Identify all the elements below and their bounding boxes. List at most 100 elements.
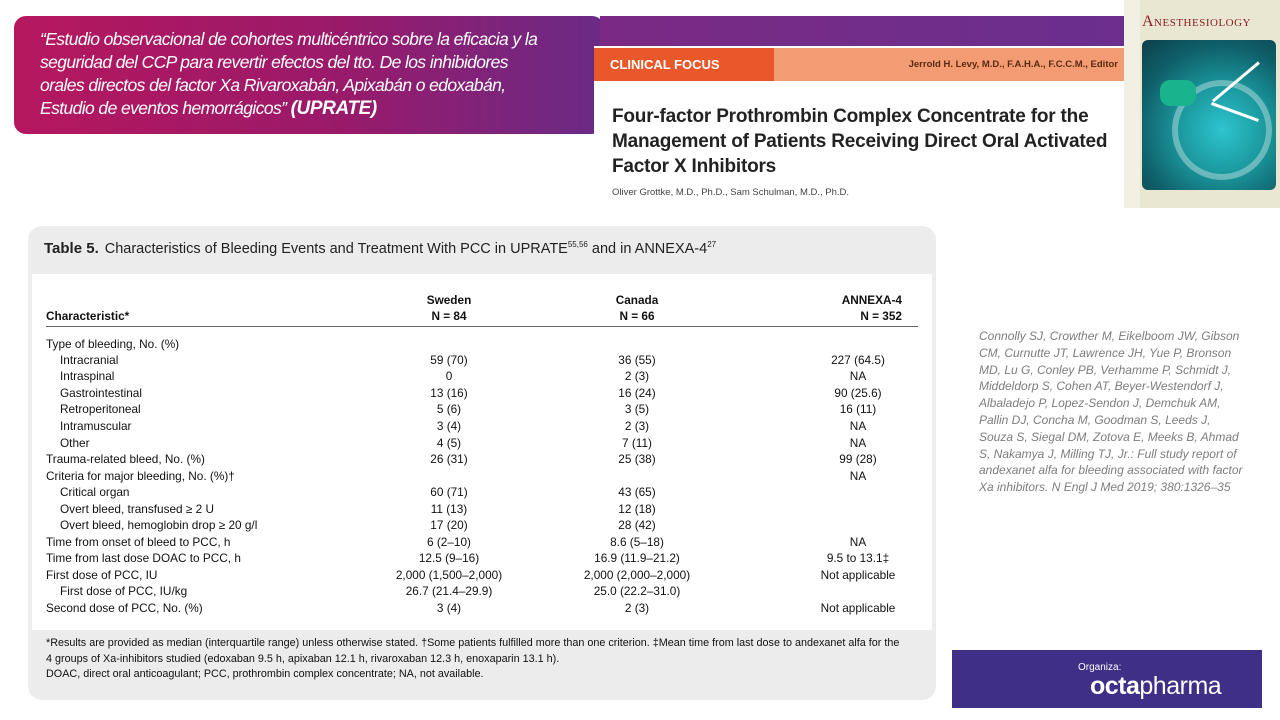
banner-line-3: orales directos del factor Xa Rivaroxabá… xyxy=(40,75,506,95)
header-canada-name: Canada xyxy=(615,292,659,307)
table-footnotes: *Results are provided as median (interqu… xyxy=(46,636,926,683)
header-annexa-n: N = 352 xyxy=(860,308,902,323)
table-row: Second dose of PCC, No. (%) 3 (4) 2 (3) Not… xyxy=(46,600,918,617)
cell-sweden: 3 (4) xyxy=(436,418,462,433)
caption-ref-2: 27 xyxy=(707,240,717,250)
cell-annexa: NA xyxy=(849,418,867,433)
table-row: Critical organ 60 (71) 43 (65) xyxy=(46,484,918,501)
header-characteristic: Characteristic* xyxy=(46,282,376,327)
cover-ring xyxy=(1172,80,1272,180)
table-row: Other 4 (5) 7 (11) NA xyxy=(46,435,918,452)
table-caption: Table 5. Characteristics of Bleeding Even… xyxy=(44,240,716,257)
cell-canada: 2,000 (2,000–2,000) xyxy=(583,567,691,582)
table-row: Gastrointestinal 13 (16) 16 (24) 90 (25.6) xyxy=(46,385,918,402)
cell-annexa: Not applicable xyxy=(820,567,896,582)
cell-sweden: 5 (6) xyxy=(436,402,462,417)
octapharma-logo: octapharma xyxy=(1090,672,1222,701)
journal-cover: Anesthesiology xyxy=(1124,0,1280,208)
cell-sweden: 4 (5) xyxy=(436,435,462,450)
row-label: Time from last dose DOAC to PCC, h xyxy=(46,551,241,566)
row-label: Overt bleed, hemoglobin drop ≥ 20 g/l xyxy=(60,518,258,533)
cell-sweden: 17 (20) xyxy=(430,518,468,533)
table-label: Table 5. xyxy=(44,240,99,257)
row-label: Retroperitoneal xyxy=(60,402,141,417)
cell-canada: 12 (18) xyxy=(618,501,656,516)
cell-annexa xyxy=(752,484,918,501)
logo-bold: octa xyxy=(1090,672,1140,700)
article-authors: Oliver Grottke, M.D., Ph.D., Sam Schulma… xyxy=(612,187,850,198)
banner-line-4-text: Estudio de eventos hemorrágicos” xyxy=(40,98,287,118)
sponsor-badge: Organiza: octapharma xyxy=(952,650,1262,708)
row-label: Other xyxy=(60,435,90,450)
table-row: Type of bleeding, No. (%) xyxy=(46,326,918,352)
cell-canada xyxy=(522,326,752,352)
cell-annexa xyxy=(752,584,918,601)
title-banner: “Estudio observacional de cohortes multi… xyxy=(14,16,604,134)
cell-canada: 36 (55) xyxy=(618,352,656,367)
table-row: Criteria for major bleeding, No. (%)† NA xyxy=(46,468,918,485)
cell-canada: 25 (38) xyxy=(618,452,656,467)
cell-canada: 3 (5) xyxy=(624,402,650,417)
row-label: Criteria for major bleeding, No. (%)† xyxy=(46,468,235,483)
cell-sweden xyxy=(376,326,522,352)
cell-sweden: 0 xyxy=(445,369,453,384)
cell-canada: 8.6 (5–18) xyxy=(610,534,664,549)
cover-illustration xyxy=(1142,40,1276,190)
cell-sweden: 2,000 (1,500–2,000) xyxy=(395,567,503,582)
table-row: Time from last dose DOAC to PCC, h 12.5 (… xyxy=(46,551,918,568)
cell-canada: 2 (3) xyxy=(624,369,650,384)
cell-canada: 28 (42) xyxy=(618,518,656,533)
cell-canada: 16 (24) xyxy=(618,385,656,400)
section-bar: CLINICAL FOCUS REVIEW Jerrold H. Levy, M… xyxy=(594,48,1124,105)
sponsor-label: Organiza: xyxy=(1078,662,1122,673)
cell-annexa: 16 (11) xyxy=(839,402,877,417)
table-row: First dose of PCC, IU 2,000 (1,500–2,000)… xyxy=(46,567,918,584)
cell-canada: 43 (65) xyxy=(618,485,656,500)
row-label: Intracranial xyxy=(60,352,119,367)
cell-sweden: 26.7 (21.4–29.9) xyxy=(405,584,493,599)
cell-canada: 16.9 (11.9–21.2) xyxy=(594,551,680,566)
caption-ref-1: 55,56 xyxy=(567,240,588,250)
cell-sweden: 13 (16) xyxy=(430,385,468,400)
header-sweden-n: N = 84 xyxy=(431,308,467,323)
cell-annexa: NA xyxy=(849,468,867,483)
cover-molecule xyxy=(1160,80,1196,106)
section-tag: CLINICAL FOCUS REVIEW xyxy=(594,48,774,105)
article-title: Four-factor Prothrombin Complex Concentr… xyxy=(612,106,1108,177)
caption-mid: and in ANNEXA-4 xyxy=(587,241,708,257)
cell-annexa: 90 (25.6) xyxy=(834,385,882,400)
cell-annexa: NA xyxy=(849,435,867,450)
row-label: Intramuscular xyxy=(60,418,132,433)
header-annexa: ANNEXA-4 N = 352 xyxy=(752,282,918,327)
header-canada: Canada N = 66 xyxy=(522,282,752,327)
citation-reference: Connolly SJ, Crowther M, Eikelboom JW, G… xyxy=(979,329,1243,495)
footnote-3: DOAC, direct oral anticoagulant; PCC, pr… xyxy=(46,668,484,680)
cell-sweden: 26 (31) xyxy=(430,452,468,467)
cell-annexa: NA xyxy=(849,534,867,549)
cell-canada: 2 (3) xyxy=(624,600,650,615)
cell-annexa xyxy=(752,326,918,352)
cell-annexa: 99 (28) xyxy=(839,452,877,467)
row-label: Type of bleeding, No. (%) xyxy=(46,336,180,351)
table-rows: Type of bleeding, No. (%) Intracranial 59 … xyxy=(46,326,918,617)
cell-annexa xyxy=(752,501,918,518)
cell-canada: 7 (11) xyxy=(622,435,652,450)
footnote-2: 4 groups of Xa-inhibitors studied (edoxa… xyxy=(46,652,560,665)
bleeding-table: Characteristic* Sweden N = 84 Canada N = 6… xyxy=(46,282,918,617)
table-card: Table 5. Characteristics of Bleeding Even… xyxy=(28,226,936,700)
cell-annexa xyxy=(752,517,918,534)
article-editor: Jerrold H. Levy, M.D., F.A.H.A., F.C.C.M… xyxy=(908,59,1118,70)
banner-line-1: “Estudio observacional de cohortes multi… xyxy=(40,29,538,49)
table-row: First dose of PCC, IU/kg 26.7 (21.4–29.9)… xyxy=(46,584,918,601)
banner-line-2: seguridad del CCP para revertir efectos … xyxy=(40,52,508,72)
header-canada-n: N = 66 xyxy=(619,308,655,323)
cell-canada: 2 (3) xyxy=(624,418,650,433)
cell-sweden: 60 (71) xyxy=(430,485,468,500)
cell-sweden xyxy=(376,468,522,485)
table-row: Trauma-related bleed, No. (%) 26 (31) 25 (… xyxy=(46,451,918,468)
cell-sweden: 12.5 (9–16) xyxy=(418,551,480,566)
logo-light: pharma xyxy=(1139,672,1222,700)
journal-name: Anesthesiology xyxy=(1142,13,1251,30)
banner-strip xyxy=(600,16,1140,46)
cell-sweden: 11 (13) xyxy=(430,501,468,516)
